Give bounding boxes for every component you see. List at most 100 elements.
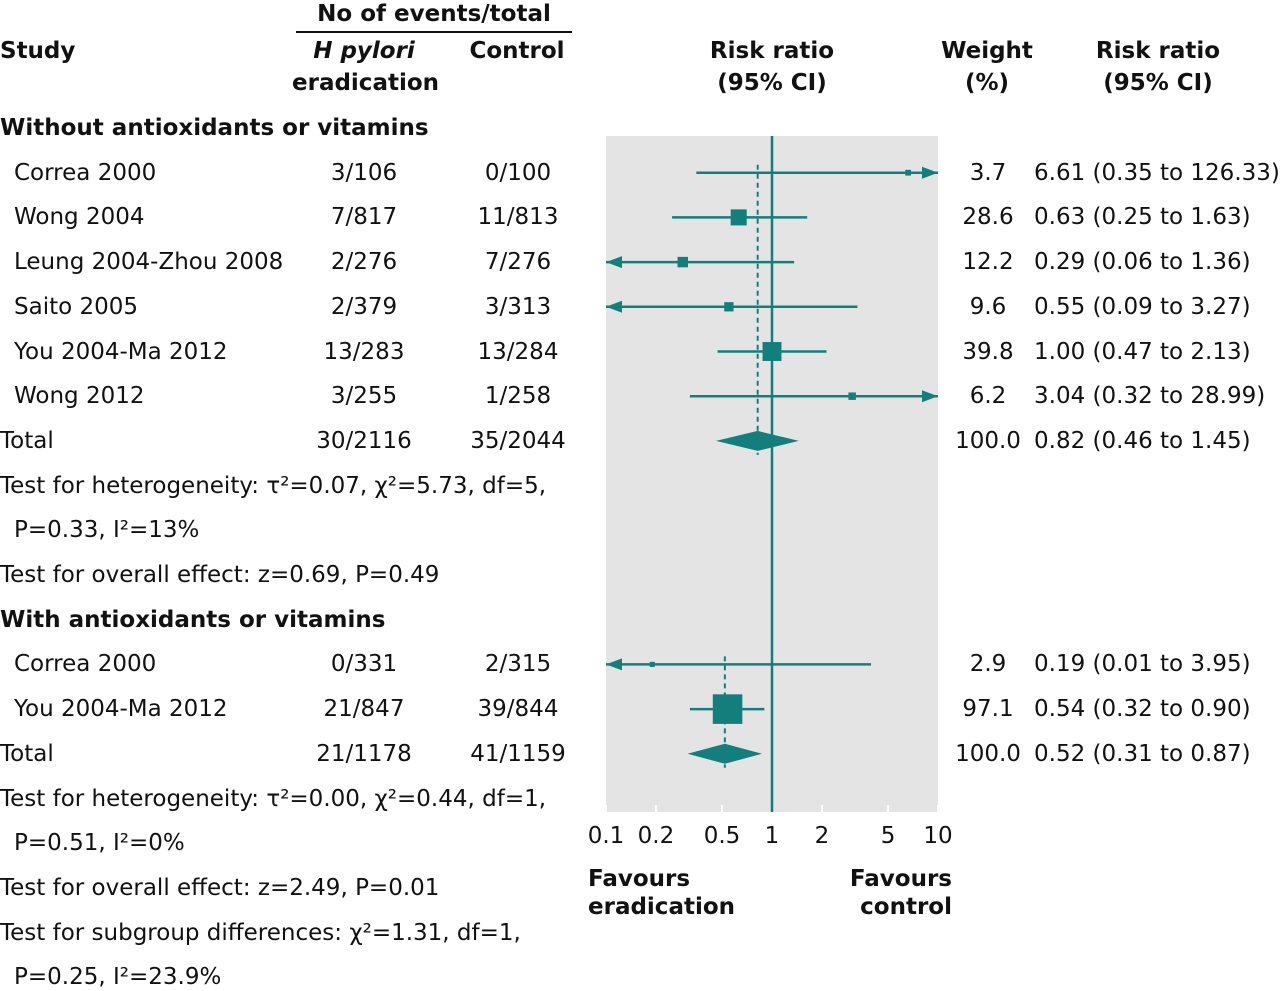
ci-arrow-left xyxy=(606,256,622,269)
study-point xyxy=(677,256,688,268)
study-weight: 3.7 xyxy=(969,159,1007,186)
study-weight: 97.1 xyxy=(962,696,1014,723)
total-control-events: 35/2044 xyxy=(470,427,566,454)
study-name: You 2004-Ma 2012 xyxy=(14,696,228,723)
study-risk-ratio: 0.19 (0.01 to 3.95) xyxy=(1034,651,1251,678)
header-rule xyxy=(296,31,572,33)
study-risk-ratio: 6.61 (0.35 to 126.33) xyxy=(1034,159,1280,186)
x-tick-label: 10 xyxy=(923,823,952,849)
study-name: Wong 2004 xyxy=(14,204,145,231)
control-events: 11/813 xyxy=(477,204,559,231)
study-weight: 2.9 xyxy=(969,651,1007,678)
study-point xyxy=(724,302,734,312)
weight-column-header-line2: (%) xyxy=(964,70,1010,96)
total-risk-ratio: 0.82 (0.46 to 1.45) xyxy=(1034,427,1251,454)
study-ci xyxy=(717,342,827,361)
total-treatment-events: 21/1178 xyxy=(316,740,412,767)
study-point xyxy=(730,209,747,226)
control-events: 7/276 xyxy=(484,249,552,276)
favours-eradication-label-line2: eradication xyxy=(588,894,736,920)
treatment-events: 2/276 xyxy=(330,249,398,276)
study-ci xyxy=(689,390,938,403)
study-point xyxy=(905,169,912,176)
study-risk-ratio: 0.63 (0.25 to 1.63) xyxy=(1034,204,1251,231)
study-risk-ratio: 0.54 (0.32 to 0.90) xyxy=(1034,696,1251,723)
study-weight: 28.6 xyxy=(962,204,1014,231)
study-column-header: Study xyxy=(0,38,76,64)
study-weight: 6.2 xyxy=(969,383,1007,410)
study-risk-ratio: 3.04 (0.32 to 28.99) xyxy=(1034,383,1266,410)
total-label: Total xyxy=(0,427,54,454)
control-events: 3/313 xyxy=(484,293,552,320)
study-ci xyxy=(689,694,765,724)
subgroup-test-note: Test for subgroup differences: χ²=1.31, … xyxy=(0,919,521,946)
events-group-header: No of events/total xyxy=(317,1,551,27)
x-tick-label: 0.1 xyxy=(588,823,625,849)
control-events: 1/258 xyxy=(484,383,552,410)
control-events: 0/100 xyxy=(484,159,552,186)
ci-arrow-right xyxy=(922,166,938,179)
total-control-events: 41/1159 xyxy=(470,740,566,767)
x-tick-label: 0.2 xyxy=(638,823,675,849)
study-ci xyxy=(606,256,795,269)
study-point xyxy=(762,342,782,361)
total-risk-ratio: 0.52 (0.31 to 0.87) xyxy=(1034,740,1251,767)
test-note: Test for heterogeneity: τ²=0.07, χ²=5.73… xyxy=(0,472,547,499)
ci-arrow-left xyxy=(606,300,622,313)
study-name: You 2004-Ma 2012 xyxy=(14,338,228,365)
study-weight: 9.6 xyxy=(969,293,1007,320)
test-note: Test for heterogeneity: τ²=0.00, χ²=0.44… xyxy=(0,785,547,812)
control-column-header: Control xyxy=(469,38,565,64)
x-tick-label: 2 xyxy=(815,823,830,849)
treatment-events: 3/255 xyxy=(330,383,398,410)
total-weight: 100.0 xyxy=(955,740,1021,767)
study-ci xyxy=(606,300,858,313)
risk-ratio-text-header: Risk ratio xyxy=(1095,38,1221,64)
ci-arrow-left xyxy=(606,658,622,671)
study-ci xyxy=(672,209,808,226)
test-note: P=0.33, I²=13% xyxy=(14,517,200,544)
study-ci xyxy=(606,658,872,671)
study-risk-ratio: 1.00 (0.47 to 2.13) xyxy=(1034,338,1251,365)
pooled-diamond xyxy=(716,430,799,451)
subgroup-title: Without antioxidants or vitamins xyxy=(0,115,429,141)
risk-ratio-plot-header-line2: (95% CI) xyxy=(717,70,827,96)
x-tick-label: 1 xyxy=(765,823,780,849)
study-name: Leung 2004-Zhou 2008 xyxy=(14,249,284,276)
study-name: Saito 2005 xyxy=(14,293,139,320)
ci-arrow-right xyxy=(922,390,938,403)
pooled-diamond xyxy=(687,743,762,764)
study-name: Correa 2000 xyxy=(14,159,157,186)
treatment-events: 13/283 xyxy=(323,338,405,365)
treatment-column-header: H pylori xyxy=(313,38,415,64)
subgroup-title: With antioxidants or vitamins xyxy=(0,606,386,633)
treatment-events: 3/106 xyxy=(330,159,398,186)
test-note: Test for overall effect: z=2.49, P=0.01 xyxy=(0,874,440,901)
study-risk-ratio: 0.29 (0.06 to 1.36) xyxy=(1034,249,1251,276)
control-events: 39/844 xyxy=(477,696,559,723)
total-treatment-events: 30/2116 xyxy=(316,427,412,454)
treatment-events: 0/331 xyxy=(330,651,398,678)
study-name: Wong 2012 xyxy=(14,383,145,410)
subgroup-test-note: P=0.25, I²=23.9% xyxy=(14,964,222,991)
control-events: 2/315 xyxy=(484,651,552,678)
x-tick-label: 5 xyxy=(881,823,896,849)
study-weight: 12.2 xyxy=(962,249,1014,276)
treatment-events: 2/379 xyxy=(330,293,398,320)
total-weight: 100.0 xyxy=(955,427,1021,454)
study-point xyxy=(848,392,856,400)
test-note: Test for overall effect: z=0.69, P=0.49 xyxy=(0,562,440,588)
weight-column-header: Weight xyxy=(941,38,1033,64)
treatment-events: 7/817 xyxy=(330,204,398,231)
favours-control-label: Favours xyxy=(849,866,952,892)
study-ci xyxy=(696,166,938,179)
x-axis: 0.1 0.2 0.5 1 2 5 10 xyxy=(588,805,953,849)
study-name: Correa 2000 xyxy=(14,651,157,678)
risk-ratio-text-header-line2: (95% CI) xyxy=(1103,70,1213,96)
test-note: P=0.51, I²=0% xyxy=(14,830,185,857)
study-point xyxy=(712,694,743,724)
control-events: 13/284 xyxy=(477,338,559,365)
total-label: Total xyxy=(0,740,54,767)
risk-ratio-plot-header: Risk ratio xyxy=(709,38,835,64)
